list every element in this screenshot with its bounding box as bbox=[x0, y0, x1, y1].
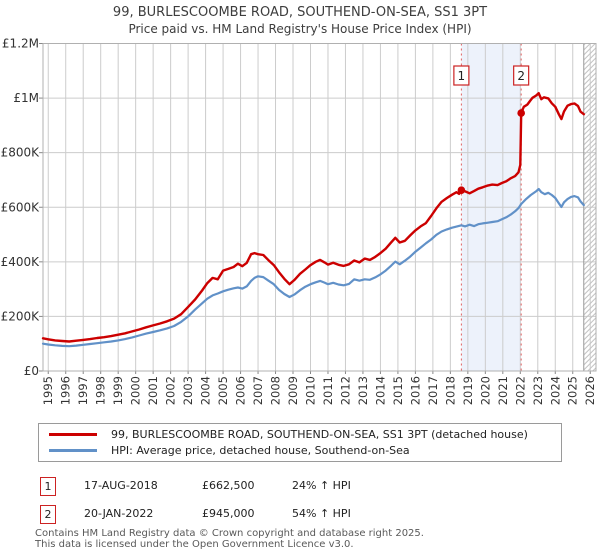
x-axis-label: 1995 bbox=[41, 376, 55, 405]
price-chart-plot: 1995 1996 1997 1998 1999 2000 2001 2002 2003 2004… bbox=[1, 37, 598, 406]
x-axis-label: 2006 bbox=[234, 376, 248, 405]
legend-label-price-paid: 99, BURLESCOOMBE ROAD, SOUTHEND-ON-SEA, … bbox=[111, 428, 528, 441]
x-axis-label: 2015 bbox=[391, 376, 405, 405]
sale-marker-number-1: 1 bbox=[458, 69, 466, 83]
x-axis-label: 2002 bbox=[164, 376, 178, 405]
x-axis-label: 2003 bbox=[181, 376, 195, 405]
x-axis-label: 2024 bbox=[548, 376, 562, 405]
plot-border bbox=[42, 43, 597, 372]
transaction-1-vs-hpi: 24% ↑ HPI bbox=[292, 479, 351, 492]
x-axis-label: 2007 bbox=[251, 376, 265, 405]
x-axis-label: 2011 bbox=[321, 376, 335, 405]
y-axis-label: £600K bbox=[1, 200, 41, 214]
x-axis-label: 1999 bbox=[111, 376, 125, 405]
x-axis-label: 2022 bbox=[513, 376, 527, 405]
copyright-line: Contains HM Land Registry data © Crown c… bbox=[35, 528, 424, 539]
x-axis-label: 2001 bbox=[146, 376, 160, 405]
licence-line: This data is licensed under the Open Gov… bbox=[35, 539, 354, 550]
sale-marker-box-1 bbox=[453, 65, 470, 86]
x-axis-label: 2010 bbox=[303, 376, 317, 405]
hpi-line-swatch bbox=[49, 449, 97, 452]
x-axis-label: 2021 bbox=[496, 376, 510, 405]
x-axis-label: 2023 bbox=[531, 376, 545, 405]
page-subtitle: Price paid vs. HM Land Registry's House … bbox=[128, 22, 472, 36]
x-axis-label: 2013 bbox=[356, 376, 370, 405]
x-axis-label: 1996 bbox=[59, 376, 73, 405]
y-axis-label: £400K bbox=[1, 255, 41, 269]
x-axis-label: 2016 bbox=[408, 376, 422, 405]
x-axis-label: 2009 bbox=[286, 376, 300, 405]
y-axis-label: £200K bbox=[1, 309, 41, 323]
sale-point-1 bbox=[457, 186, 466, 194]
series-line-price-paid bbox=[41, 91, 585, 343]
x-axis-label: 2017 bbox=[426, 376, 440, 405]
price-paid-line-swatch bbox=[49, 433, 97, 436]
sale-marker-box-2 bbox=[513, 65, 530, 86]
sale-point-2 bbox=[517, 109, 525, 117]
legend-label-hpi: HPI: Average price, detached house, Sout… bbox=[111, 444, 410, 457]
x-axis-label: 2008 bbox=[269, 376, 283, 405]
legend-item-hpi: HPI: Average price, detached house, Sout… bbox=[49, 444, 561, 457]
transaction-2-price: £945,000 bbox=[202, 507, 255, 520]
x-axis-label: 2019 bbox=[461, 376, 475, 405]
x-axis-label: 2004 bbox=[199, 376, 213, 405]
transaction-2-date: 20-JAN-2022 bbox=[84, 507, 154, 520]
x-axis-label: 1997 bbox=[76, 376, 90, 405]
series-line-hpi bbox=[41, 187, 585, 348]
x-axis-label: 2020 bbox=[478, 376, 492, 405]
chart-legend: 99, BURLESCOOMBE ROAD, SOUTHEND-ON-SEA, … bbox=[38, 423, 562, 462]
y-axis-label: £800K bbox=[1, 146, 41, 160]
x-axis-label: 2000 bbox=[129, 376, 143, 405]
transaction-1-date: 17-AUG-2018 bbox=[84, 479, 158, 492]
transaction-2-vs-hpi: 54% ↑ HPI bbox=[292, 507, 351, 520]
transaction-row-2: 2 20-JAN-2022 £945,000 54% ↑ HPI bbox=[0, 505, 600, 525]
x-axis-label: 2018 bbox=[443, 376, 457, 405]
x-axis-label: 2012 bbox=[338, 376, 352, 405]
x-axis-label: 1998 bbox=[94, 376, 108, 405]
transaction-1-price: £662,500 bbox=[202, 479, 255, 492]
page-title: 99, BURLESCOOMBE ROAD, SOUTHEND-ON-SEA, … bbox=[112, 5, 488, 20]
x-axis-label: 2026 bbox=[583, 376, 597, 405]
y-axis-label: £0 bbox=[24, 364, 39, 378]
future-hatch-region bbox=[583, 43, 596, 371]
sale-marker-number-2: 2 bbox=[517, 69, 525, 83]
x-axis-label: 2025 bbox=[566, 376, 580, 405]
x-axis-label: 2005 bbox=[216, 376, 230, 405]
transaction-1-marker: 1 bbox=[40, 477, 56, 496]
transaction-row-1: 1 17-AUG-2018 £662,500 24% ↑ HPI bbox=[0, 477, 600, 497]
y-axis-label: £1M bbox=[13, 91, 39, 105]
legend-item-price-paid: 99, BURLESCOOMBE ROAD, SOUTHEND-ON-SEA, … bbox=[49, 428, 561, 441]
transaction-2-marker: 2 bbox=[40, 505, 56, 524]
x-axis-label: 2014 bbox=[373, 376, 387, 405]
y-axis-label: £1.2M bbox=[2, 37, 39, 51]
